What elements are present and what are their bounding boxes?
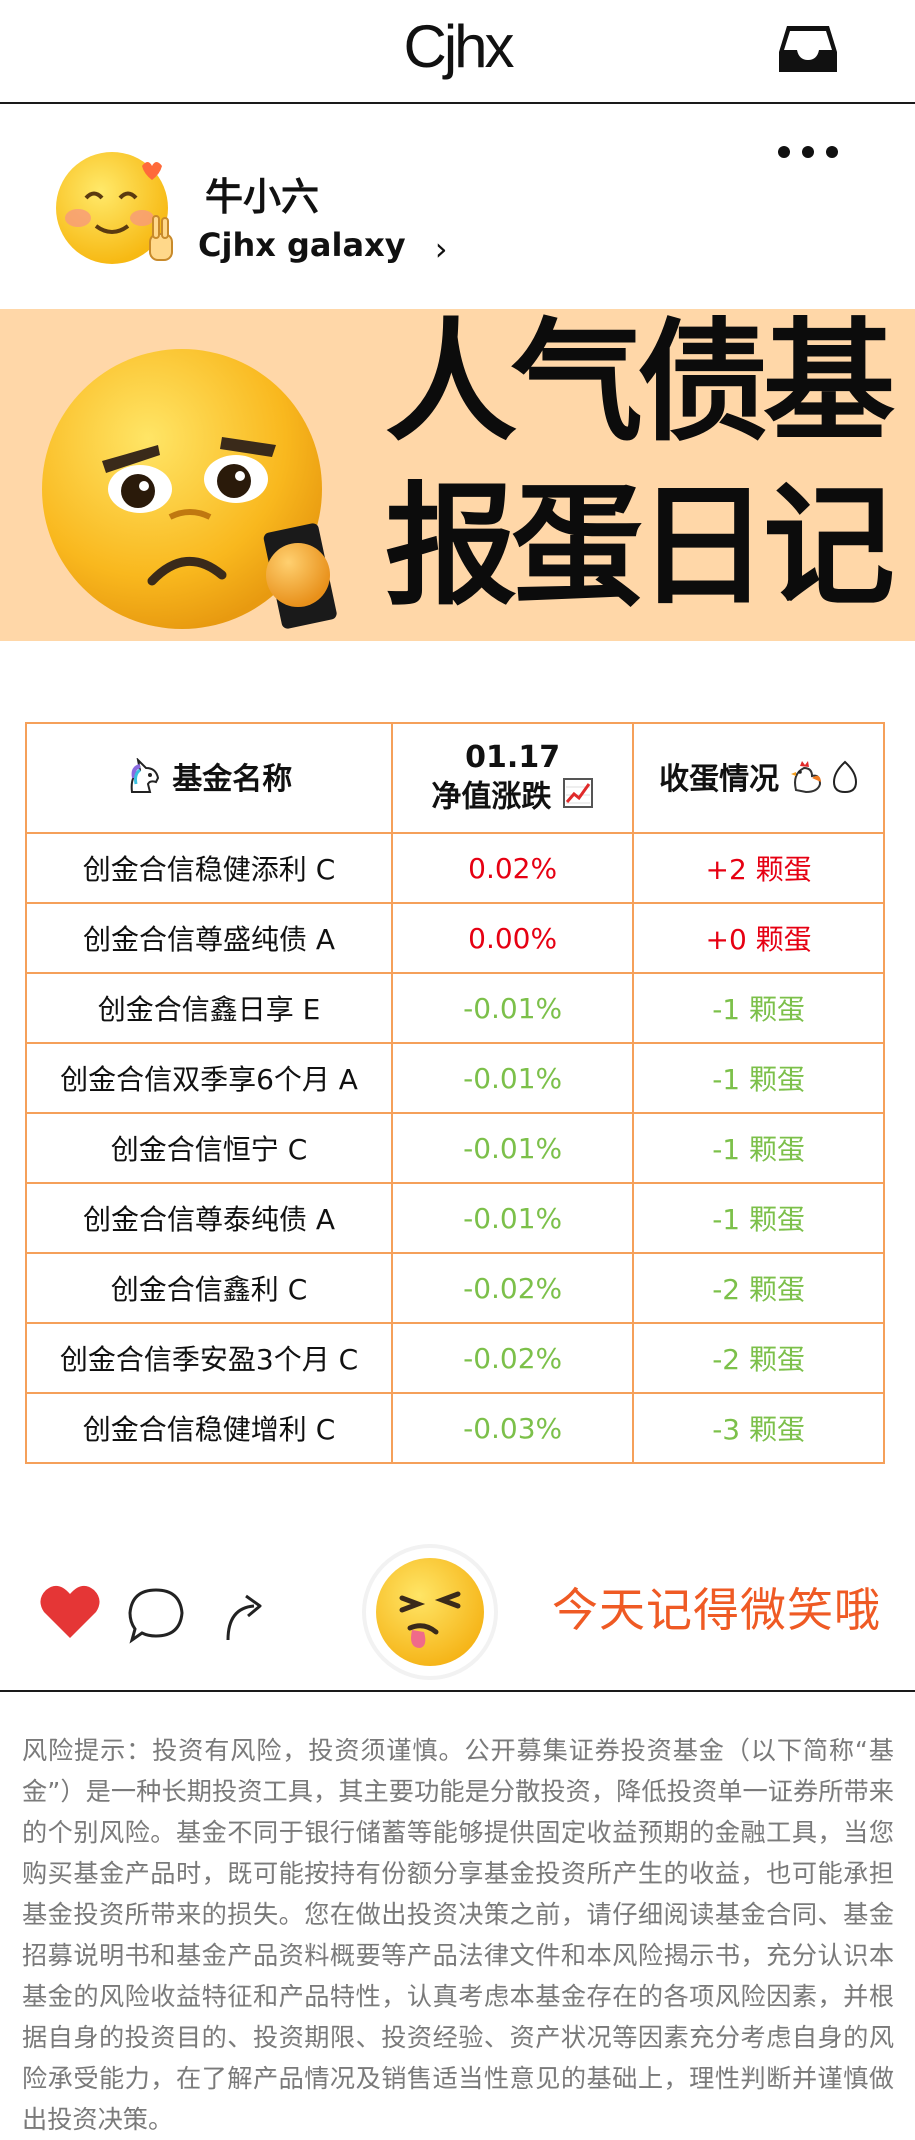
rooster-icon	[790, 760, 822, 802]
table-row: 创金合信尊盛纯债 A 0.00% +0 颗蛋	[24, 902, 885, 974]
egg-count: +0 颗蛋	[632, 902, 885, 974]
chevron-right-icon: ›	[434, 230, 448, 268]
fund-name: 创金合信鑫日享 E	[24, 972, 394, 1044]
net-value-change: 0.02%	[391, 832, 635, 904]
net-value-change: -0.01%	[391, 1182, 635, 1254]
header-eggs-label: 收蛋情况	[659, 762, 780, 798]
net-value-change: -0.02%	[391, 1252, 635, 1324]
table-row: 创金合信稳健增利 C -0.03% -3 颗蛋	[24, 1392, 885, 1464]
table-row: 创金合信季安盈3个月 C -0.02% -2 颗蛋	[24, 1322, 885, 1394]
egg-count: -2 颗蛋	[632, 1252, 885, 1324]
unicorn-icon	[126, 757, 162, 802]
header-change-label: 净值涨跌	[431, 779, 552, 814]
account-name: Cjhx galaxy	[198, 226, 406, 264]
social-bar: 今天记得微笑哦	[0, 1530, 915, 1692]
fund-name: 创金合信鑫利 C	[24, 1252, 394, 1324]
egg-icon	[832, 760, 858, 802]
table-row: 创金合信鑫日享 E -0.01% -1 颗蛋	[24, 972, 885, 1044]
inbox-icon[interactable]	[777, 22, 839, 76]
banner-title-line2: 报蛋日记	[385, 470, 895, 624]
egg-count: +2 颗蛋	[632, 832, 885, 904]
fund-name: 创金合信稳健增利 C	[24, 1392, 394, 1464]
net-value-change: -0.02%	[391, 1322, 635, 1394]
username: 牛小六	[205, 175, 320, 219]
egg-count: -1 颗蛋	[632, 1042, 885, 1114]
net-value-change: -0.01%	[391, 1042, 635, 1114]
banner: 人气债基 报蛋日记	[0, 309, 915, 641]
egg-count: -1 颗蛋	[632, 1112, 885, 1184]
table-row: 创金合信稳健添利 C 0.02% +2 颗蛋	[24, 832, 885, 904]
net-value-change: 0.00%	[391, 902, 635, 974]
fund-name: 创金合信稳健添利 C	[24, 832, 394, 904]
table-header-row: 基金名称 01.17 净值涨跌 收蛋情况	[24, 722, 885, 834]
egg-count: -2 颗蛋	[632, 1322, 885, 1394]
top-bar: Cjhx	[0, 0, 915, 104]
table-row: 创金合信鑫利 C -0.02% -2 颗蛋	[24, 1252, 885, 1324]
fund-name: 创金合信尊泰纯债 A	[24, 1182, 394, 1254]
net-value-change: -0.03%	[391, 1392, 635, 1464]
tongue-face-icon	[362, 1544, 498, 1680]
more-horizontal-icon[interactable]	[775, 140, 841, 164]
header-net-value-change: 01.17 净值涨跌	[391, 722, 635, 834]
table-row: 创金合信双季享6个月 A -0.01% -1 颗蛋	[24, 1042, 885, 1114]
net-value-change: -0.01%	[391, 972, 635, 1044]
fund-name: 创金合信季安盈3个月 C	[24, 1322, 394, 1394]
chart-up-icon	[562, 777, 594, 819]
heart-icon[interactable]	[38, 1582, 102, 1642]
fund-name: 创金合信恒宁 C	[24, 1112, 394, 1184]
egg-count: -1 颗蛋	[632, 1182, 885, 1254]
risk-disclaimer: 风险提示：投资有风险，投资须谨慎。公开募集证券投资基金（以下简称“基金”）是一种…	[22, 1736, 894, 2134]
account-link[interactable]: Cjhx galaxy ›	[198, 226, 448, 268]
avatar[interactable]	[54, 146, 179, 271]
net-value-change: -0.01%	[391, 1112, 635, 1184]
egg-count: -1 颗蛋	[632, 972, 885, 1044]
header-fund-name: 基金名称	[24, 722, 394, 834]
brand-title: Cjhx	[403, 13, 514, 80]
profile-header: 牛小六 Cjhx galaxy ›	[0, 104, 915, 309]
fund-name: 创金合信双季享6个月 A	[24, 1042, 394, 1114]
table-row: 创金合信尊泰纯债 A -0.01% -1 颗蛋	[24, 1182, 885, 1254]
banner-title-line1: 人气债基	[385, 309, 895, 460]
header-eggs: 收蛋情况	[632, 722, 885, 834]
egg-count: -3 颗蛋	[632, 1392, 885, 1464]
fund-name: 创金合信尊盛纯债 A	[24, 902, 394, 974]
angry-face-icon	[40, 349, 360, 629]
header-name-label: 基金名称	[172, 761, 293, 797]
smile-tagline: 今天记得微笑哦	[552, 1583, 881, 1637]
header-date: 01.17	[465, 739, 561, 775]
fund-table: 基金名称 01.17 净值涨跌 收蛋情况	[24, 722, 885, 1464]
comment-icon[interactable]	[126, 1586, 186, 1644]
share-icon[interactable]	[220, 1586, 270, 1642]
table-row: 创金合信恒宁 C -0.01% -1 颗蛋	[24, 1112, 885, 1184]
